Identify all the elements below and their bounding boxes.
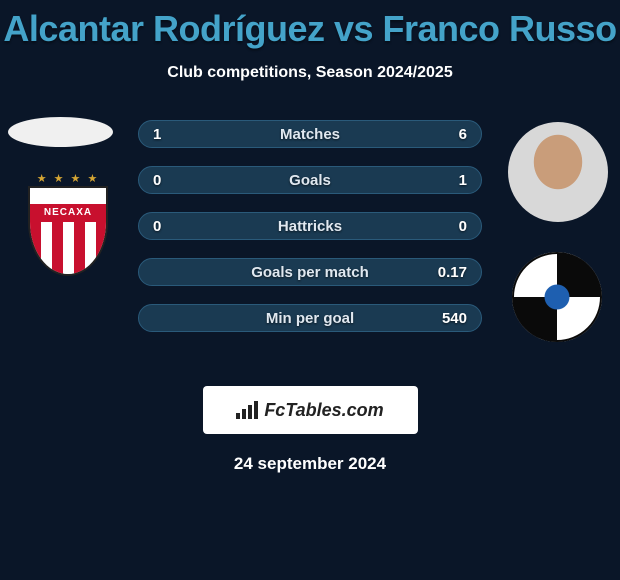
stat-label: Goals per match	[203, 264, 417, 281]
stat-right-value: 6	[417, 126, 467, 143]
stat-label: Matches	[203, 126, 417, 143]
stat-row-min-per-goal: Min per goal 540	[138, 304, 482, 332]
stat-right-value: 1	[417, 172, 467, 189]
stat-label: Min per goal	[203, 310, 417, 327]
stat-left-value: 0	[153, 172, 203, 189]
brand-box: FcTables.com	[203, 386, 418, 434]
stat-rows: 1 Matches 6 0 Goals 1 0 Hattricks 0 Goal…	[138, 120, 482, 350]
player-left-avatar	[8, 117, 113, 147]
page-title: Alcantar Rodríguez vs Franco Russo	[0, 0, 620, 50]
club-right-badge	[512, 252, 602, 342]
brand-text: FcTables.com	[264, 400, 383, 421]
stat-row-matches: 1 Matches 6	[138, 120, 482, 148]
stat-label: Goals	[203, 172, 417, 189]
date-text: 24 september 2024	[0, 454, 620, 474]
club-left-badge-text: NECAXA	[30, 204, 106, 222]
stat-left-value: 1	[153, 126, 203, 143]
club-left-badge: ★ ★ ★ ★ NECAXA	[18, 172, 118, 282]
subtitle: Club competitions, Season 2024/2025	[0, 64, 620, 82]
stat-right-value: 540	[417, 310, 467, 327]
player-right-avatar	[508, 122, 608, 222]
club-left-stars: ★ ★ ★ ★	[18, 172, 118, 185]
comparison-area: ★ ★ ★ ★ NECAXA 1 Matches 6 0 Goals 1 0 H…	[0, 112, 620, 372]
stat-left-value: 0	[153, 218, 203, 235]
stat-row-hattricks: 0 Hattricks 0	[138, 212, 482, 240]
stat-right-value: 0.17	[417, 264, 467, 281]
stat-row-goals-per-match: Goals per match 0.17	[138, 258, 482, 286]
stat-right-value: 0	[417, 218, 467, 235]
stat-label: Hattricks	[203, 218, 417, 235]
stat-row-goals: 0 Goals 1	[138, 166, 482, 194]
bar-chart-icon	[236, 401, 258, 419]
